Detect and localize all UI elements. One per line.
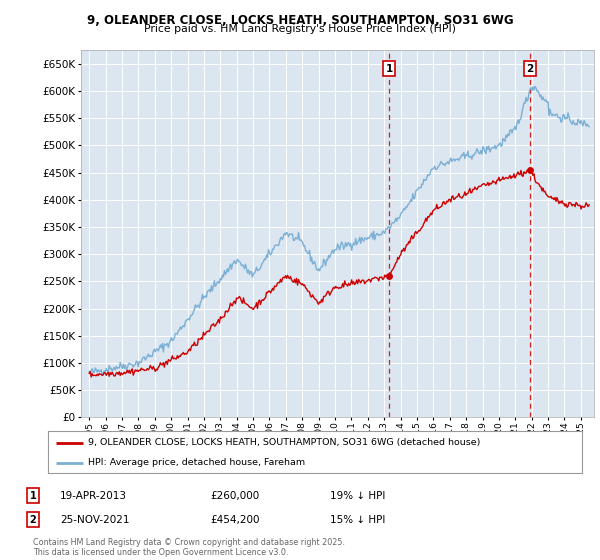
Text: 9, OLEANDER CLOSE, LOCKS HEATH, SOUTHAMPTON, SO31 6WG (detached house): 9, OLEANDER CLOSE, LOCKS HEATH, SOUTHAMP…	[88, 438, 481, 447]
Text: Contains HM Land Registry data © Crown copyright and database right 2025.
This d: Contains HM Land Registry data © Crown c…	[33, 538, 345, 557]
Text: £454,200: £454,200	[210, 515, 260, 525]
Text: 19-APR-2013: 19-APR-2013	[60, 491, 127, 501]
Text: £260,000: £260,000	[210, 491, 259, 501]
Text: 25-NOV-2021: 25-NOV-2021	[60, 515, 130, 525]
Text: 1: 1	[29, 491, 37, 501]
Text: 1: 1	[385, 64, 392, 74]
Text: 19% ↓ HPI: 19% ↓ HPI	[330, 491, 385, 501]
Text: 2: 2	[526, 64, 534, 74]
Text: 9, OLEANDER CLOSE, LOCKS HEATH, SOUTHAMPTON, SO31 6WG: 9, OLEANDER CLOSE, LOCKS HEATH, SOUTHAMP…	[86, 14, 514, 27]
Text: 15% ↓ HPI: 15% ↓ HPI	[330, 515, 385, 525]
Text: Price paid vs. HM Land Registry's House Price Index (HPI): Price paid vs. HM Land Registry's House …	[144, 24, 456, 34]
Text: HPI: Average price, detached house, Fareham: HPI: Average price, detached house, Fare…	[88, 458, 305, 467]
Text: 2: 2	[29, 515, 37, 525]
